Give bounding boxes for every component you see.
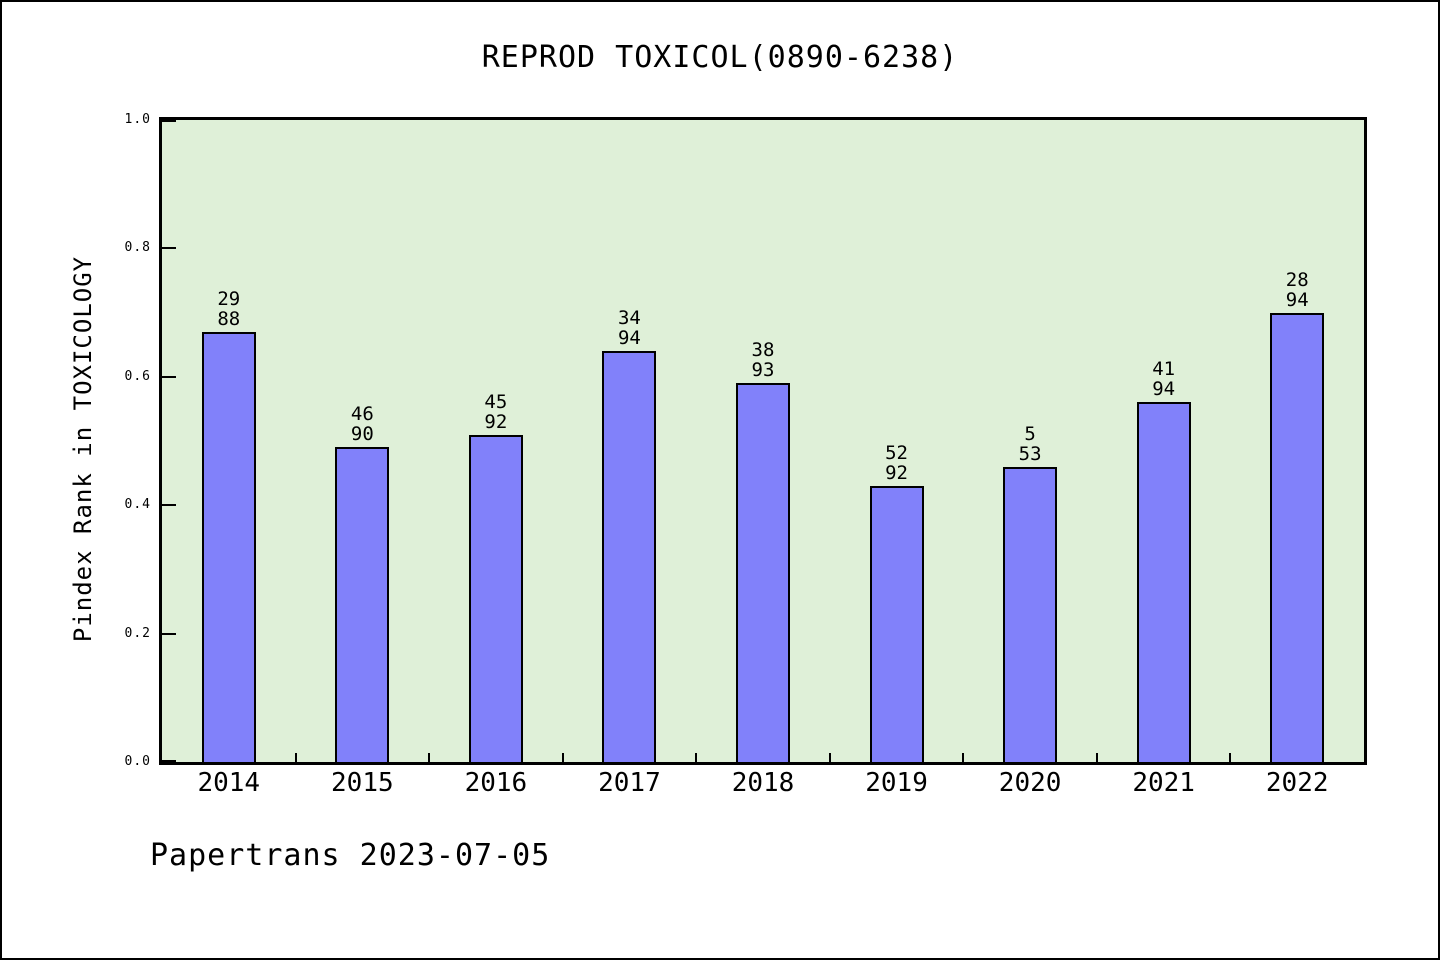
- bar: [1136, 402, 1191, 762]
- x-minor-tick-mark: [828, 753, 831, 762]
- x-minor-tick-mark: [428, 753, 431, 762]
- bar-value-label: 34 94: [559, 308, 699, 348]
- bar-value-line: 94: [1285, 288, 1309, 311]
- y-tick-label: 0.4: [124, 497, 151, 513]
- x-minor-tick-mark: [962, 753, 965, 762]
- x-tick-label: 2022: [1265, 768, 1329, 798]
- bar-value-line: 53: [1018, 442, 1042, 465]
- bar-value-label: 41 94: [1094, 359, 1234, 399]
- y-tick-mark: [162, 120, 176, 122]
- y-tick-label: 0.8: [124, 240, 151, 256]
- y-tick-label: 0.6: [124, 368, 151, 384]
- x-tick-label: 2016: [464, 768, 528, 798]
- bar-value-label: 52 92: [827, 443, 967, 483]
- watermark-text: Papertrans 2023-07-05: [150, 838, 551, 873]
- bar-value-line: 52: [885, 441, 908, 464]
- bar-value-line: 34: [617, 307, 641, 330]
- chart-title: REPROD TOXICOL(0890-6238): [481, 40, 959, 75]
- bar-value-line: 28: [1285, 268, 1309, 291]
- x-tick-label: 2019: [865, 768, 928, 798]
- bar-value-line: 93: [751, 359, 775, 382]
- bar: [335, 447, 390, 762]
- bar-value-line: 94: [1152, 378, 1176, 401]
- y-tick-mark: [162, 375, 176, 378]
- bar: [201, 331, 256, 762]
- bar-value-line: 41: [1152, 358, 1176, 381]
- bar-value-line: 45: [484, 390, 508, 413]
- bar-value-label: 38 93: [693, 340, 833, 380]
- bar: [1003, 466, 1058, 762]
- x-tick-label: 2017: [598, 768, 661, 798]
- x-minor-tick-mark: [695, 753, 698, 762]
- x-tick-label: 2015: [331, 768, 394, 798]
- x-minor-tick-mark: [1229, 753, 1232, 762]
- bar-value-label: 28 94: [1227, 270, 1367, 310]
- bar: [468, 434, 523, 762]
- bar-value-label: 45 92: [426, 392, 566, 432]
- bar-value-line: 92: [885, 461, 908, 484]
- bar-value-line: 92: [484, 410, 508, 433]
- bar: [736, 383, 790, 762]
- x-minor-tick-mark: [1095, 753, 1098, 762]
- bar: [1270, 312, 1325, 762]
- bar-value-line: 88: [217, 307, 241, 330]
- bar-value-line: 38: [751, 339, 775, 362]
- bar-value-label: 46 90: [292, 404, 432, 444]
- bar-value-label: 5 53: [960, 424, 1100, 464]
- y-tick-label: 1.0: [124, 112, 151, 127]
- bar-value-line: 5: [1024, 422, 1036, 445]
- x-minor-tick-mark: [294, 753, 297, 762]
- bar: [869, 485, 924, 762]
- y-tick-mark: [162, 760, 176, 762]
- plot-area: 29 88 46 90 45 92 34 94 38 93 52 92 5 53 41 94 28 94: [159, 117, 1367, 765]
- bar-value-line: 90: [350, 423, 374, 446]
- bar: [602, 351, 657, 762]
- y-axis-label: Pindex Rank in TOXICOLOGY: [69, 255, 97, 643]
- x-tick-label: 2018: [731, 768, 795, 798]
- bar-value-line: 29: [217, 287, 241, 310]
- x-tick-label: 2021: [1132, 768, 1195, 798]
- bar-value-label: 29 88: [159, 289, 299, 329]
- y-tick-mark: [162, 632, 176, 635]
- y-tick-label: 0.0: [124, 754, 151, 769]
- y-tick-label: 0.2: [124, 625, 151, 641]
- bar-value-line: 94: [617, 327, 641, 350]
- x-tick-label: 2014: [197, 768, 261, 798]
- x-minor-tick-mark: [561, 753, 564, 762]
- y-tick-mark: [162, 247, 176, 250]
- x-tick-label: 2020: [998, 768, 1062, 798]
- bar-value-line: 46: [350, 403, 374, 426]
- y-tick-mark: [162, 504, 176, 507]
